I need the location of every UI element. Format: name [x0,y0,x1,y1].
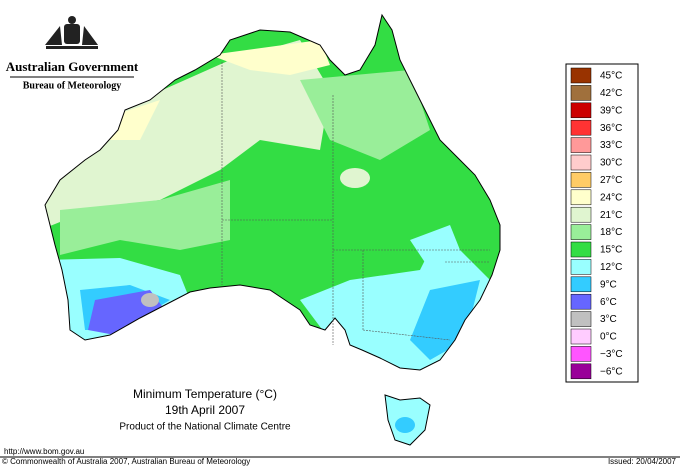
legend-label: 33°C [600,140,622,151]
legend-label: 9°C [600,279,617,290]
legend-swatch [570,189,592,206]
government-name: Australian Government [6,59,139,74]
bureau-name: Bureau of Meteorology [23,80,122,91]
footer-issued: Issued: 20/04/2007 [608,457,677,466]
legend-label: 36°C [600,123,622,134]
legend-swatch [570,85,592,101]
legend-swatch [570,137,592,153]
legend-label: 42°C [600,88,622,99]
legend-swatch [570,276,592,293]
legend-swatch [570,67,592,84]
legend-swatch [570,119,592,136]
map-product: Product of the National Climate Centre [119,422,291,433]
legend-label: 24°C [600,192,622,203]
legend-label: 18°C [600,227,622,238]
coat-of-arms [45,16,98,49]
legend-label: 27°C [600,175,622,186]
legend-label: 30°C [600,158,622,169]
legend-swatch [570,363,592,380]
legend-label: 45°C [600,71,622,82]
legend-swatch [570,259,592,275]
legend-swatch [570,172,592,188]
legend-swatch [570,224,592,240]
legend-swatch [570,311,592,327]
footer-copyright: © Commonwealth of Australia 2007, Austra… [2,457,250,466]
legend-label: 3°C [600,314,617,325]
legend-label: 21°C [600,210,622,221]
legend-swatch [570,206,592,223]
map-date: 19th April 2007 [165,403,245,417]
legend-swatch [570,154,592,171]
legend-label: 6°C [600,297,617,308]
legend-swatch [570,102,592,119]
legend-swatch [570,346,592,362]
legend-label: 39°C [600,105,622,116]
legend: 45°C 42°C 39°C 36°C 33°C 30°C 27°C 24°C 21°C 18°C… [570,67,623,380]
map-title: Minimum Temperature (°C) [133,387,277,401]
legend-swatch [570,241,592,258]
legend-swatch [570,293,592,310]
footer-url: http://www.bom.gov.au [4,447,84,456]
legend-label: 15°C [600,245,622,256]
legend-label: 12°C [600,262,622,273]
legend-swatch [570,328,592,345]
legend-label: −3°C [600,349,623,360]
legend-label: −6°C [600,366,623,377]
legend-label: 0°C [600,332,617,343]
state-borders [221,62,490,345]
